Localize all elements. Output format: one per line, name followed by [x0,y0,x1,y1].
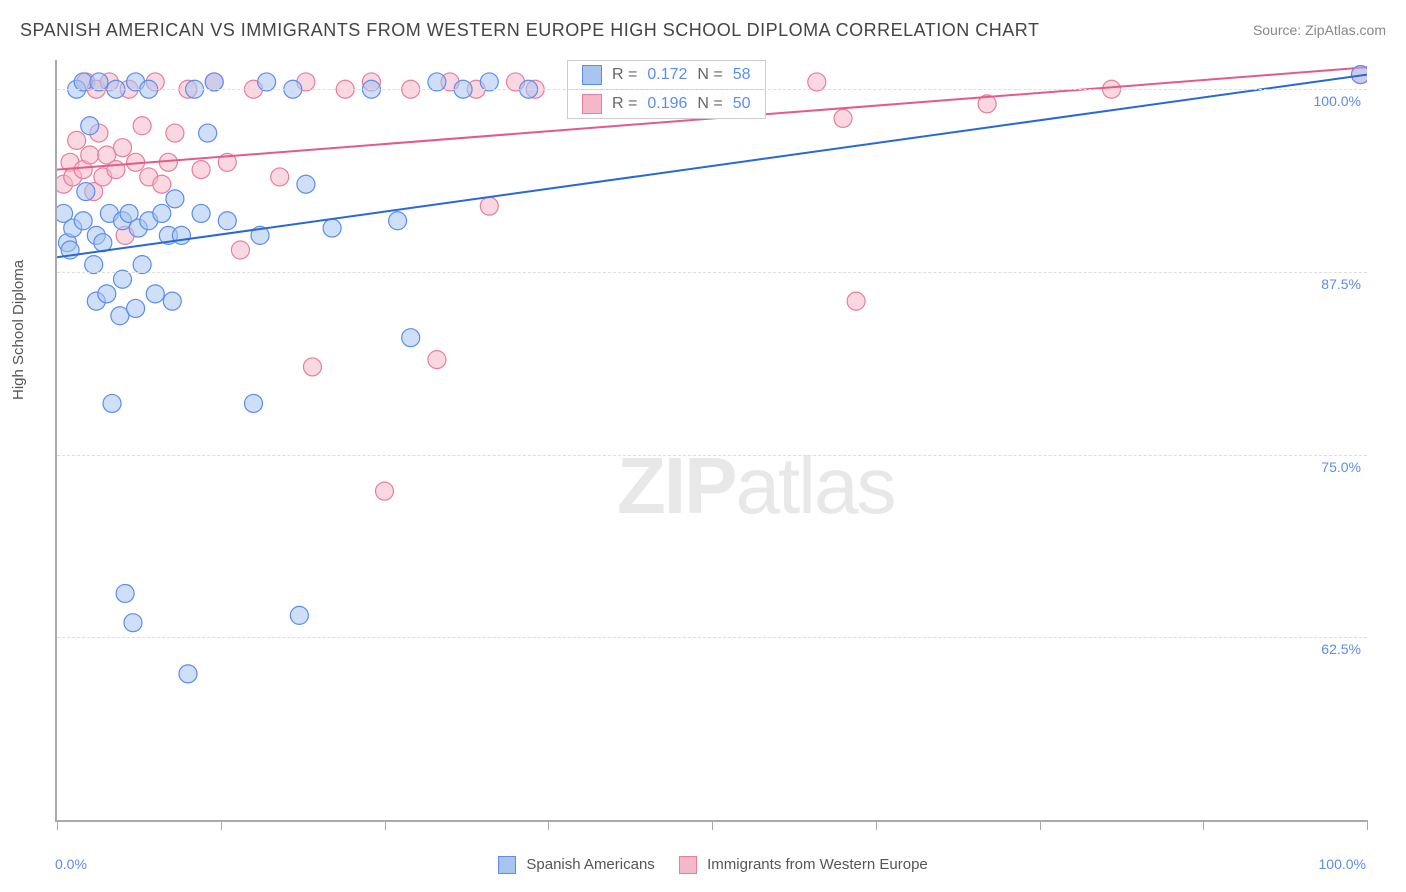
stat-n-value-pink: 50 [733,95,751,113]
stat-r-label-blue: R = [612,66,637,84]
legend-swatch-pink [679,856,697,874]
stat-row-pink: R = 0.196 N = 50 [568,90,765,118]
stat-swatch-pink [582,94,602,114]
bottom-legend: Spanish Americans Immigrants from Wester… [0,856,1406,874]
scatter-svg [57,60,1367,820]
plot-area: ZIPatlas R = 0.172 N = 58 R = 0.196 N = … [55,60,1367,822]
stat-n-value-blue: 58 [733,66,751,84]
stat-r-label-pink: R = [612,95,637,113]
y-tick-label: 62.5% [1321,641,1361,657]
stat-n-label-blue: N = [697,66,722,84]
y-tick-label: 100.0% [1314,93,1361,109]
chart-title: SPANISH AMERICAN VS IMMIGRANTS FROM WEST… [20,20,1039,41]
stat-r-value-pink: 0.196 [647,95,687,113]
source-label: Source: ZipAtlas.com [1253,22,1386,38]
stat-r-value-blue: 0.172 [647,66,687,84]
stat-swatch-blue [582,65,602,85]
legend-label-pink: Immigrants from Western Europe [707,856,928,873]
y-tick-label: 75.0% [1321,459,1361,475]
stat-n-label-pink: N = [697,95,722,113]
legend-label-blue: Spanish Americans [526,856,654,873]
y-tick-label: 87.5% [1321,276,1361,292]
legend-swatch-blue [498,856,516,874]
stat-row-blue: R = 0.172 N = 58 [568,61,765,90]
y-axis-label: High School Diploma [10,260,27,400]
